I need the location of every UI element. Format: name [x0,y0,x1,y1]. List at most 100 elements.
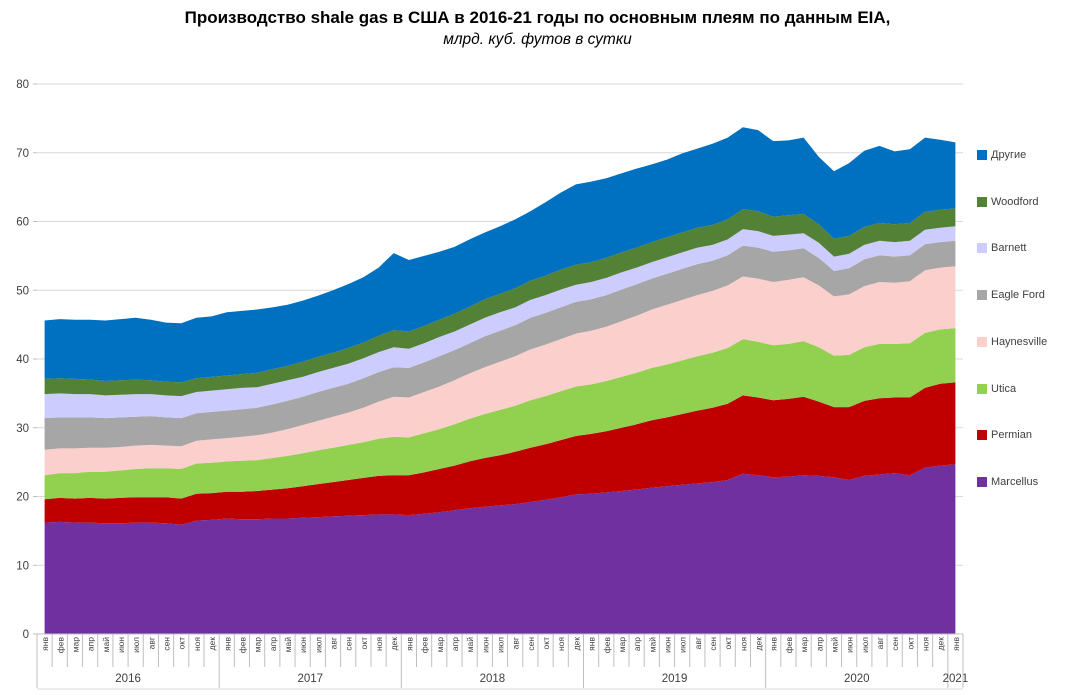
legend-label: Woodford [991,195,1039,208]
x-month-label: фев [55,637,65,654]
chart-title: Производство shale gas в США в 2016-21 г… [184,8,891,27]
x-month-label: июн [116,637,126,653]
legend-label: Eagle Ford [991,289,1045,302]
legend-item-barnett[interactable]: Barnett [977,240,1026,256]
y-tick-label: 50 [16,285,29,297]
legend-swatch-icon [977,430,987,441]
x-month-label: июл [678,637,688,653]
x-month-label: янв [769,637,779,651]
x-month-label: окт [359,637,369,650]
x-month-label: июн [662,637,672,653]
x-month-label: янв [40,637,50,651]
x-month-label: фев [602,637,612,654]
x-month-label: апр [450,637,460,651]
x-month-label: ноя [921,637,931,651]
x-month-label: июл [131,637,141,653]
x-month-label: сен [344,637,354,651]
legend-item-haynesville[interactable]: Haynesville [977,334,1047,350]
x-month-label: авг [875,637,885,649]
x-month-label: фев [784,637,794,654]
x-month-label: мар [253,637,263,653]
y-tick-label: 20 [16,492,29,504]
chart-title-block: Производство shale gas в США в 2016-21 г… [0,7,1075,50]
x-month-label: окт [177,637,187,650]
x-year-label: 2016 [115,673,141,685]
y-tick-label: 40 [16,354,29,366]
area-utica[interactable] [44,328,956,500]
x-month-label: апр [632,637,642,651]
x-month-label: июл [860,637,870,653]
legend-swatch-icon [977,336,987,347]
x-month-label: дек [936,637,946,651]
x-month-label: авг [511,637,521,649]
area-haynesville[interactable] [44,266,956,476]
x-month-label: янв [587,637,597,651]
y-tick-label: 10 [16,560,29,572]
x-month-label: дек [571,637,581,651]
x-month-label: апр [268,637,278,651]
x-month-label: сен [162,637,172,651]
x-month-label: июл [496,637,506,653]
area-woodford[interactable] [44,208,956,397]
y-tick-label: 0 [23,629,29,641]
legend-item-marcellus[interactable]: Marcellus [977,474,1038,490]
x-month-label: авг [693,637,703,649]
legend-label: Permian [991,429,1032,442]
legend-swatch-icon [977,476,987,487]
x-month-label: янв [404,637,414,651]
x-month-label: ноя [192,637,202,651]
x-month-label: апр [814,637,824,651]
x-year-label: 2020 [844,673,870,685]
area-permian[interactable] [44,382,956,525]
legend-item-woodford[interactable]: Woodford [977,194,1039,210]
x-month-label: май [101,637,111,653]
x-year-label: 2019 [662,673,688,685]
x-month-label: сен [890,637,900,651]
x-month-label: янв [951,637,961,651]
x-month-label: мар [617,637,627,653]
x-month-label: мар [70,637,80,653]
legend-label: Marcellus [991,475,1039,488]
legend-item-utica[interactable]: Utica [977,381,1016,397]
legend-item-permian[interactable]: Permian [977,427,1032,443]
x-month-label: окт [541,637,551,650]
legend-swatch-icon [977,290,987,301]
chart-subtitle: млрд. куб. футов в сутки [443,31,632,48]
legend-swatch-icon [977,196,987,207]
area-eagle-ford[interactable] [44,240,956,450]
x-month-label: окт [723,637,733,650]
x-month-label: май [465,637,475,653]
x-month-label: сен [526,637,536,651]
x-month-label: ноя [738,637,748,651]
x-month-label: июн [298,637,308,653]
x-year-label: 2017 [297,673,323,685]
x-month-label: апр [86,637,96,651]
legend-label: Barnett [991,242,1027,255]
x-month-label: дек [754,637,764,651]
legend-label: Utica [991,382,1017,395]
area-barnett[interactable] [44,226,956,419]
x-month-label: ноя [374,637,384,651]
legend-label: Haynesville [991,335,1048,348]
y-tick-label: 60 [16,217,29,229]
x-month-label: дек [389,637,399,651]
area-другие[interactable] [44,127,956,383]
x-year-label: 2021 [943,673,969,685]
y-tick-label: 30 [16,423,29,435]
x-month-label: окт [905,637,915,650]
x-month-label: сен [708,637,718,651]
x-month-label: май [283,637,293,653]
x-month-label: фев [420,637,430,654]
area-marcellus[interactable] [44,464,956,634]
x-month-label: май [647,637,657,653]
legend-swatch-icon [977,243,987,254]
x-month-label: июн [845,637,855,653]
x-month-label: дек [207,637,217,651]
legend-item-другие[interactable]: Другие [977,147,1026,163]
x-month-label: фев [237,637,247,654]
x-year-label: 2018 [480,673,506,685]
legend-item-eagle-ford[interactable]: Eagle Ford [977,287,1045,303]
x-month-label: авг [146,637,156,649]
